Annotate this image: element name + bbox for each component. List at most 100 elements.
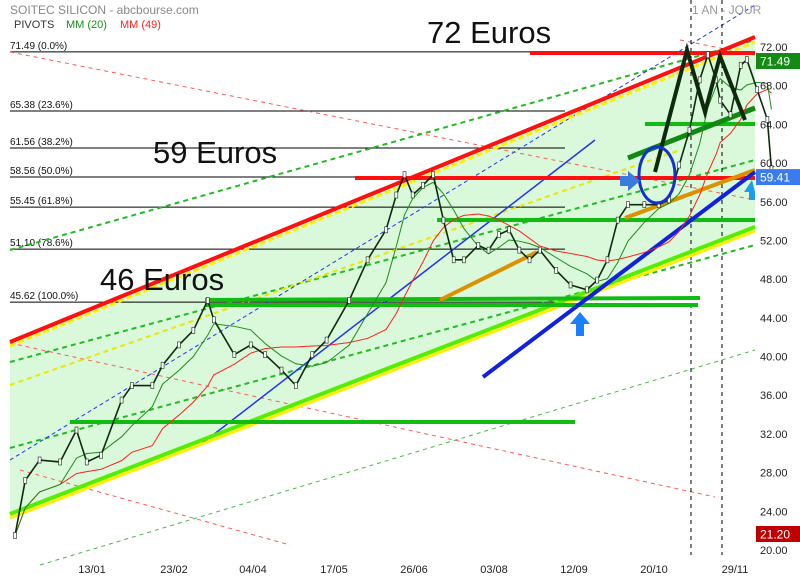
price-candle (177, 341, 181, 349)
fib-label: 61.56 (38.2%) (10, 137, 73, 148)
price-candle (755, 86, 759, 93)
price-candle (191, 327, 196, 334)
x-tick-label: 26/06 (400, 564, 428, 576)
price-candle (130, 382, 134, 389)
breakout-ellipse (637, 145, 677, 205)
orange-trendline (439, 250, 538, 302)
support-46 (204, 296, 701, 302)
price-candle (119, 396, 124, 404)
double-top-pattern (653, 42, 747, 173)
y-tick-label: 64.00 (760, 119, 788, 131)
up-arrow-icon (570, 312, 590, 336)
price-candle (232, 351, 237, 358)
x-tick-label: 03/08 (480, 564, 508, 576)
price-candle (476, 241, 481, 249)
price-candle (527, 256, 532, 264)
price-candle (728, 111, 733, 119)
blue-support-trendline (481, 170, 757, 379)
fib-label: 71.49 (0.0%) (10, 41, 67, 52)
price-badge-label: 21.20 (760, 528, 790, 542)
y-tick-label: 68.00 (760, 81, 788, 93)
price-candle (58, 458, 62, 466)
price-candle (365, 256, 370, 264)
price-line (14, 52, 773, 536)
fib-label: 65.38 (23.6%) (10, 100, 73, 111)
price-candle (507, 226, 511, 234)
x-tick-label: 13/01 (78, 564, 106, 576)
annotation-59-euros: 59 Euros (153, 135, 278, 170)
channel-shading (10, 36, 755, 516)
price-candle (263, 351, 267, 358)
green-dashed-channel (9, 159, 756, 363)
y-tick-label: 52.00 (760, 235, 788, 247)
y-tick-label: 72.00 (760, 42, 788, 54)
price-candle (697, 76, 702, 84)
price-candle (84, 458, 89, 466)
price-candle (626, 201, 630, 208)
price-candle (279, 366, 284, 374)
price-badge-label: 59.41 (760, 171, 790, 185)
price-candle (13, 532, 17, 539)
price-candle (160, 361, 165, 369)
price-candle (294, 382, 298, 389)
price-candle (615, 216, 620, 224)
legend-mm49: MM (49) (120, 19, 161, 31)
annotation-46-euros: 46 Euros (100, 262, 225, 297)
price-candle (248, 341, 253, 349)
price-badge (756, 526, 800, 542)
price-candle (642, 201, 647, 208)
price-candle (347, 297, 351, 304)
legend-mm20: MM (20) (66, 19, 107, 31)
up-arrow-icon (744, 180, 755, 200)
y-tick-label: 48.00 (760, 274, 788, 286)
price-candle (496, 231, 501, 238)
price-candle (421, 182, 425, 189)
red-channel-top (9, 35, 756, 344)
price-candle (687, 126, 692, 134)
yellow-dashed-trendline (9, 149, 681, 386)
fib-label: 58.56 (50.0%) (10, 166, 73, 177)
price-candle (431, 171, 436, 178)
price-candle (451, 256, 456, 264)
yellow-channel-top (9, 40, 756, 348)
y-tick-label: 24.00 (760, 506, 788, 518)
price-candle (745, 56, 749, 63)
y-tick-label: 36.00 (760, 390, 788, 402)
x-tick-label: 12/09 (560, 564, 588, 576)
price-candle (74, 426, 79, 434)
price-candle (402, 171, 407, 178)
price-candle (585, 286, 589, 294)
price-candle (595, 276, 600, 284)
price-candle (706, 51, 710, 59)
y-tick-label: 32.00 (760, 429, 788, 441)
price-candle (718, 96, 723, 104)
price-candle (23, 477, 28, 484)
fib-label: 45.62 (100.0%) (10, 291, 78, 302)
yellow-channel-bottom (9, 229, 756, 520)
price-candle (99, 451, 103, 459)
price-candle (212, 316, 216, 324)
green-dashed-channel (9, 39, 756, 251)
y-tick-label: 28.00 (760, 468, 788, 480)
lime-channel-bottom (9, 225, 756, 516)
price-candle (384, 226, 388, 234)
price-candle (462, 256, 466, 264)
chart-title: SOITEC SILICON - abcbourse.com (10, 3, 199, 17)
price-candle (394, 191, 399, 199)
price-candle (605, 256, 610, 264)
price-candle (410, 191, 415, 199)
price-candle (537, 246, 542, 254)
price-candle (554, 267, 559, 274)
price-candle (517, 246, 522, 254)
price-badge (756, 169, 800, 186)
y-tick-label: 20.00 (760, 545, 788, 557)
price-candle (486, 246, 491, 254)
blue-dashed-trendline (9, 4, 756, 461)
price-candle (441, 216, 446, 224)
mm20-line (14, 77, 772, 536)
price-candle (205, 297, 210, 304)
fib-label: 51.10 (78.6%) (10, 238, 73, 249)
fib-label: 55.45 (61.8%) (10, 196, 73, 207)
x-tick-label: 20/10 (640, 564, 668, 576)
